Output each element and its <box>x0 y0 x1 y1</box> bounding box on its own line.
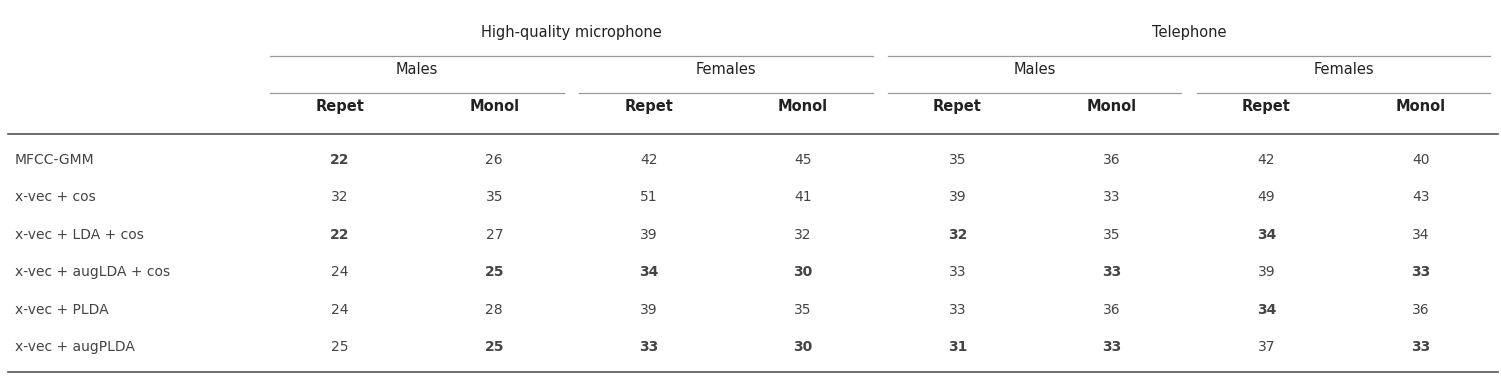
Text: 32: 32 <box>947 228 967 242</box>
Text: 33: 33 <box>1102 265 1121 279</box>
Text: 39: 39 <box>639 303 657 317</box>
Text: x-vec + augPLDA: x-vec + augPLDA <box>15 340 135 354</box>
Text: 33: 33 <box>1411 340 1430 354</box>
Text: 36: 36 <box>1103 153 1121 167</box>
Text: 26: 26 <box>485 153 503 167</box>
Text: Repet: Repet <box>624 99 672 114</box>
Text: 32: 32 <box>332 190 348 204</box>
Text: 27: 27 <box>485 228 503 242</box>
Text: Males: Males <box>1013 62 1055 77</box>
Text: 24: 24 <box>332 265 348 279</box>
Text: 33: 33 <box>1103 190 1121 204</box>
Text: 40: 40 <box>1412 153 1429 167</box>
Text: Repet: Repet <box>1241 99 1291 114</box>
Text: 31: 31 <box>947 340 967 354</box>
Text: Females: Females <box>1313 62 1373 77</box>
Text: 25: 25 <box>485 340 504 354</box>
Text: Monol: Monol <box>1087 99 1138 114</box>
Text: 22: 22 <box>330 153 350 167</box>
Text: 45: 45 <box>794 153 812 167</box>
Text: 41: 41 <box>794 190 812 204</box>
Text: 30: 30 <box>794 265 812 279</box>
Text: Males: Males <box>396 62 438 77</box>
Text: 35: 35 <box>485 190 503 204</box>
Text: Females: Females <box>695 62 757 77</box>
Text: 25: 25 <box>332 340 348 354</box>
Text: 35: 35 <box>794 303 812 317</box>
Text: x-vec + augLDA + cos: x-vec + augLDA + cos <box>15 265 170 279</box>
Text: 37: 37 <box>1258 340 1276 354</box>
Text: 34: 34 <box>1256 303 1276 317</box>
Text: 30: 30 <box>794 340 812 354</box>
Text: 43: 43 <box>1412 190 1429 204</box>
Text: 39: 39 <box>949 190 967 204</box>
Text: 35: 35 <box>949 153 967 167</box>
Text: 33: 33 <box>949 303 967 317</box>
Text: x-vec + cos: x-vec + cos <box>15 190 96 204</box>
Text: x-vec + LDA + cos: x-vec + LDA + cos <box>15 228 144 242</box>
Text: 33: 33 <box>639 340 659 354</box>
Text: 35: 35 <box>1103 228 1121 242</box>
Text: Monol: Monol <box>470 99 519 114</box>
Text: 42: 42 <box>1258 153 1276 167</box>
Text: 33: 33 <box>1411 265 1430 279</box>
Text: Monol: Monol <box>778 99 829 114</box>
Text: 22: 22 <box>330 228 350 242</box>
Text: 39: 39 <box>639 228 657 242</box>
Text: 34: 34 <box>1256 228 1276 242</box>
Text: 36: 36 <box>1412 303 1429 317</box>
Text: 24: 24 <box>332 303 348 317</box>
Text: 33: 33 <box>1102 340 1121 354</box>
Text: 33: 33 <box>949 265 967 279</box>
Text: High-quality microphone: High-quality microphone <box>482 25 662 40</box>
Text: 34: 34 <box>639 265 659 279</box>
Text: 51: 51 <box>639 190 657 204</box>
Text: 42: 42 <box>639 153 657 167</box>
Text: 28: 28 <box>485 303 503 317</box>
Text: 36: 36 <box>1103 303 1121 317</box>
Text: 49: 49 <box>1258 190 1276 204</box>
Text: Repet: Repet <box>934 99 982 114</box>
Text: Repet: Repet <box>315 99 365 114</box>
Text: 32: 32 <box>794 228 812 242</box>
Text: 34: 34 <box>1412 228 1429 242</box>
Text: Monol: Monol <box>1396 99 1445 114</box>
Text: x-vec + PLDA: x-vec + PLDA <box>15 303 108 317</box>
Text: MFCC-GMM: MFCC-GMM <box>15 153 95 167</box>
Text: 39: 39 <box>1258 265 1276 279</box>
Text: 25: 25 <box>485 265 504 279</box>
Text: Telephone: Telephone <box>1151 25 1226 40</box>
